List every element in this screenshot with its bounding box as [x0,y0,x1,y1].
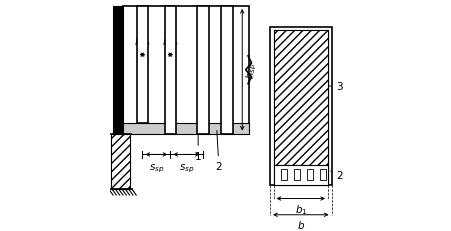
Bar [270,28,331,185]
Bar [273,31,327,185]
Bar [123,7,249,134]
Text: $s_{sp}$: $s_{sp}$ [179,162,194,174]
Bar [221,7,232,134]
Bar [320,170,326,180]
Bar [197,7,208,134]
Bar [113,7,123,134]
Text: $b_{sp}$: $b_{sp}$ [161,35,178,50]
Bar [281,170,287,180]
Bar [164,7,176,134]
Text: $b_{sp}$: $b_{sp}$ [134,35,151,50]
Bar [294,170,299,180]
Text: $b$: $b$ [296,218,304,230]
Bar [136,7,148,124]
Text: 3: 3 [328,82,342,92]
Text: $h_{sp}$: $h_{sp}$ [244,62,259,79]
Text: 2: 2 [330,170,342,180]
Bar [307,170,313,180]
Bar [123,124,249,134]
Bar [273,165,327,185]
Bar [111,134,129,189]
Bar [273,31,327,165]
Text: $s_{sp}$: $s_{sp}$ [148,162,164,174]
Text: $b_1$: $b_1$ [294,202,306,216]
Text: 1: 1 [194,129,201,161]
Text: 2: 2 [215,131,222,172]
